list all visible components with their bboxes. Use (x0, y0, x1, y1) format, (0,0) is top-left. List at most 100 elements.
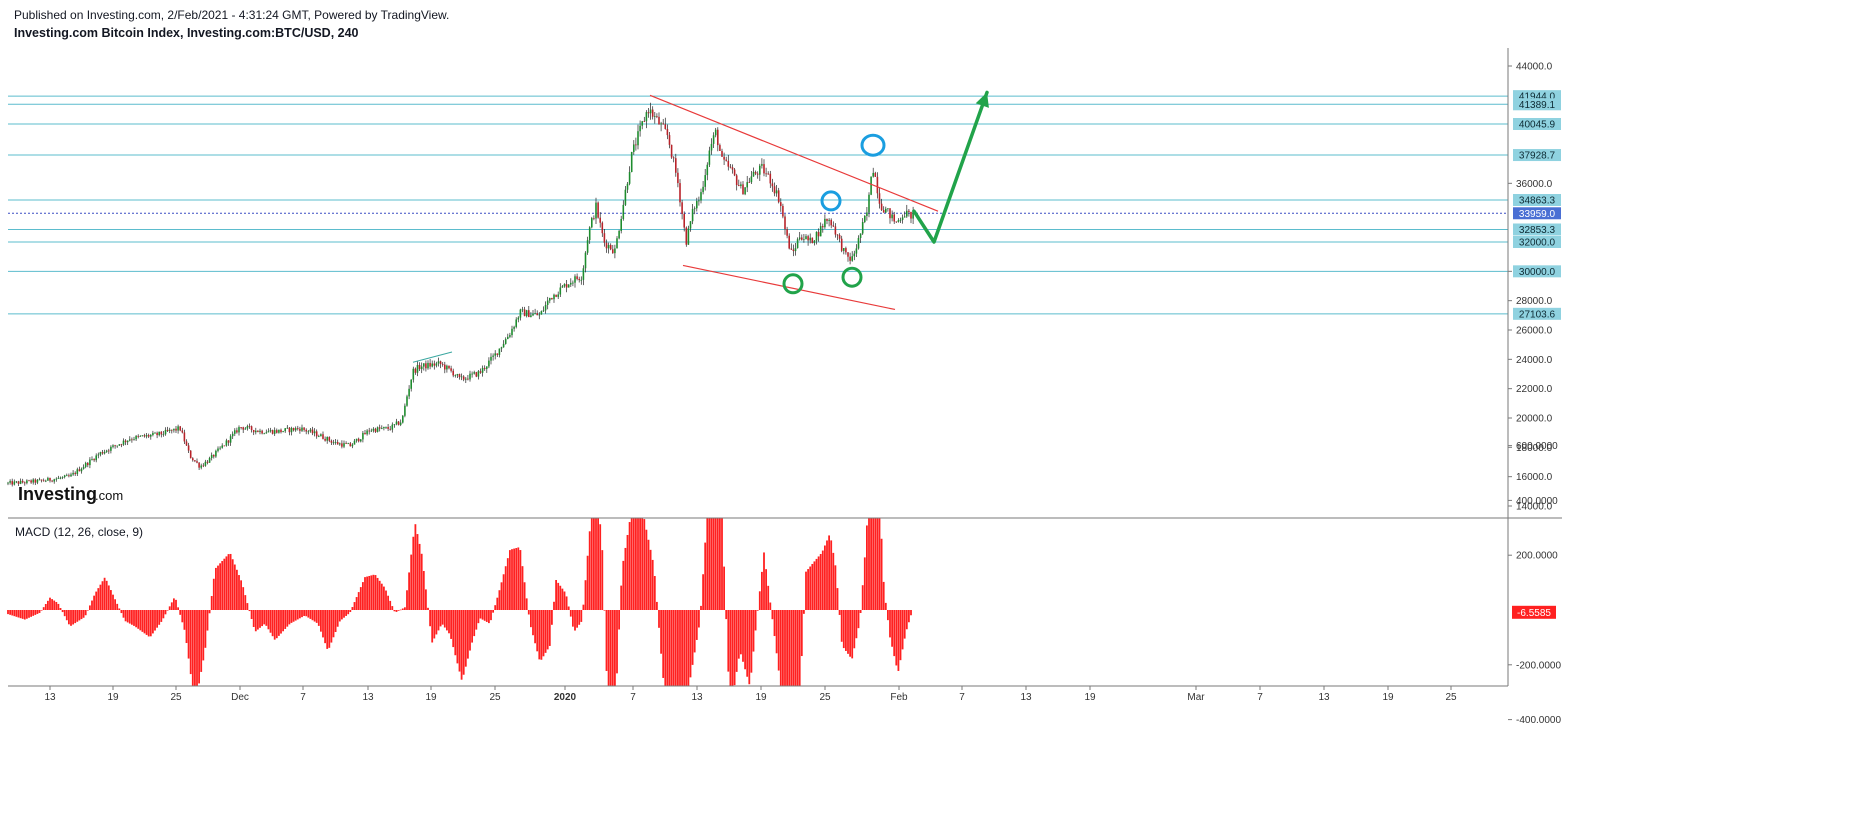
macd-bar (11, 610, 14, 616)
candle-down (603, 233, 606, 243)
macd-bar (551, 610, 553, 625)
macd-bar (307, 610, 310, 618)
candle-up (370, 430, 373, 432)
macd-bar (141, 610, 144, 632)
candle-up (259, 430, 261, 433)
candle-down (780, 202, 782, 206)
candle-down (817, 231, 820, 237)
candle-up (66, 475, 68, 477)
macd-bar (215, 567, 217, 610)
macd-bar (401, 608, 404, 610)
candle-up (152, 432, 154, 436)
macd-bar (65, 610, 68, 621)
candle-up (502, 343, 505, 348)
price-tick-label: 28000.0 (1516, 296, 1553, 307)
macd-bar (485, 610, 488, 622)
candle-down (345, 443, 347, 444)
candle-up (698, 200, 700, 202)
macd-bar (889, 610, 891, 638)
macd-bar (740, 610, 742, 655)
candle-up (521, 309, 524, 311)
candle-down (236, 430, 238, 433)
candle-down (748, 182, 751, 183)
macd-bar (120, 610, 123, 614)
macd-bar (74, 610, 77, 624)
level-badge (1513, 149, 1561, 162)
macd-bar (341, 610, 343, 620)
candle-up (530, 315, 532, 318)
macd-bar (586, 555, 589, 610)
macd-bar (238, 575, 240, 610)
candle-down (34, 479, 37, 483)
macd-bar (530, 610, 532, 628)
candle-up (549, 297, 551, 301)
wedge-upper-trendline (649, 94, 939, 212)
macd-bar (790, 610, 793, 686)
candle-down (305, 429, 307, 432)
candle-down (330, 440, 333, 443)
macd-bar (410, 554, 413, 610)
candle-down (448, 365, 450, 369)
macd-bar (368, 575, 371, 610)
macd-bar (582, 604, 585, 610)
macd-bar (359, 587, 362, 610)
candle-up (263, 433, 265, 435)
date-tick-label: 13 (362, 692, 374, 703)
logo-suffix: .com (95, 488, 123, 503)
candle-up (133, 439, 135, 441)
candle-down (374, 428, 377, 432)
candle-up (469, 373, 471, 380)
candle-down (763, 164, 765, 174)
candle-down (679, 183, 681, 203)
macd-bar (280, 610, 282, 634)
macd-bar (137, 610, 140, 629)
macd-bar (824, 545, 826, 610)
macd-bar (47, 600, 49, 610)
candle-up (19, 480, 22, 484)
candle-down (49, 477, 51, 481)
candle-down (643, 121, 646, 123)
candle-down (242, 427, 244, 430)
level-badge-label: 34863.3 (1519, 196, 1556, 207)
macd-bar (355, 597, 358, 610)
candle-down (826, 218, 828, 221)
candle-up (399, 422, 402, 425)
logo-main: Investing (18, 484, 97, 504)
macd-bar (834, 565, 837, 610)
macd-bar (882, 581, 885, 610)
macd-bar (861, 585, 864, 610)
candle-up (238, 427, 240, 433)
level-badge (1513, 117, 1561, 130)
candle-up (828, 219, 830, 221)
macd-bar (614, 610, 616, 686)
macd-bar (666, 610, 669, 686)
candle-down (433, 363, 436, 366)
candle-up (91, 459, 93, 460)
candle-up (221, 445, 223, 448)
candle-down (658, 116, 660, 125)
candle-down (668, 135, 671, 145)
macd-bar (506, 558, 509, 610)
candle-up (866, 212, 868, 216)
macd-bar (899, 610, 902, 661)
candle-down (303, 427, 305, 430)
macd-bar (901, 610, 904, 650)
candle-up (460, 376, 463, 378)
macd-bar (227, 554, 230, 610)
candle-up (454, 375, 457, 377)
macd-bar (630, 518, 633, 610)
candle-up (282, 431, 284, 433)
candle-up (843, 248, 845, 251)
macd-bar (57, 603, 60, 610)
macd-bar (450, 610, 452, 639)
candle-up (7, 482, 9, 484)
candle-down (612, 249, 614, 254)
candle-down (672, 157, 675, 159)
macd-bar (603, 610, 606, 611)
macd-bar (488, 610, 490, 624)
macd-bar (116, 603, 119, 610)
macd-bar (639, 518, 641, 610)
candle-down (874, 172, 877, 177)
